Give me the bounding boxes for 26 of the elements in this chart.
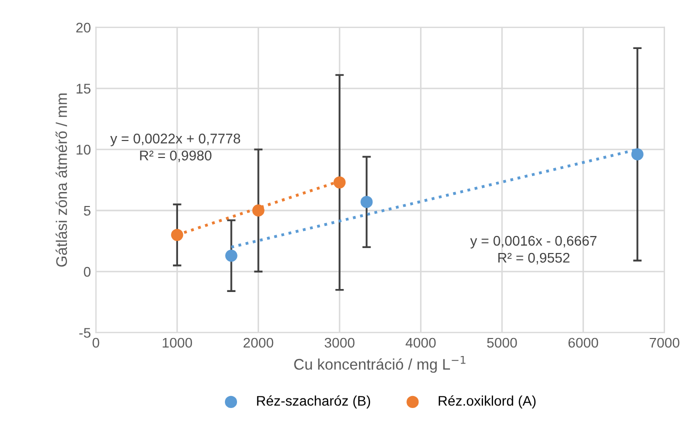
point [252, 204, 264, 217]
x-tick-label: 7000 [650, 338, 680, 348]
x-tick-label: 2000 [244, 338, 274, 348]
y-axis-title: Gátlási zóna átmérő / mm [56, 94, 68, 267]
annotation: y = 0,0016x - 0,6667 R² = 0,9552 [470, 236, 596, 264]
point [360, 196, 373, 208]
x-tick-label: 0 [92, 338, 100, 348]
point [631, 148, 644, 160]
y-tick-label: 5 [84, 206, 90, 216]
legend-label: Réz.oxiklord (A) [438, 395, 536, 408]
y-tick-label: 0 [84, 266, 90, 277]
x-axis-title: Cu koncentráció / mg L$^{−1}$ [294, 356, 466, 373]
y-tick-label: 10 [76, 144, 90, 155]
x-tick-label: 4000 [406, 338, 436, 348]
point [225, 250, 238, 262]
legend-label: Réz-szacharóz (B) [257, 395, 370, 408]
y-tick-label: 15 [76, 84, 90, 94]
x-tick-label: 5000 [487, 338, 517, 348]
x-tick-label: 3000 [324, 338, 354, 348]
y-tick-label: -5 [79, 328, 90, 338]
point [333, 176, 346, 188]
point [171, 228, 184, 241]
y-tick-label: 20 [76, 22, 90, 33]
annotation: y = 0,0022x + 0,7778 R² = 0,9980 [110, 134, 240, 162]
x-tick-label: 6000 [568, 338, 598, 348]
x-tick-label: 1000 [162, 338, 192, 348]
